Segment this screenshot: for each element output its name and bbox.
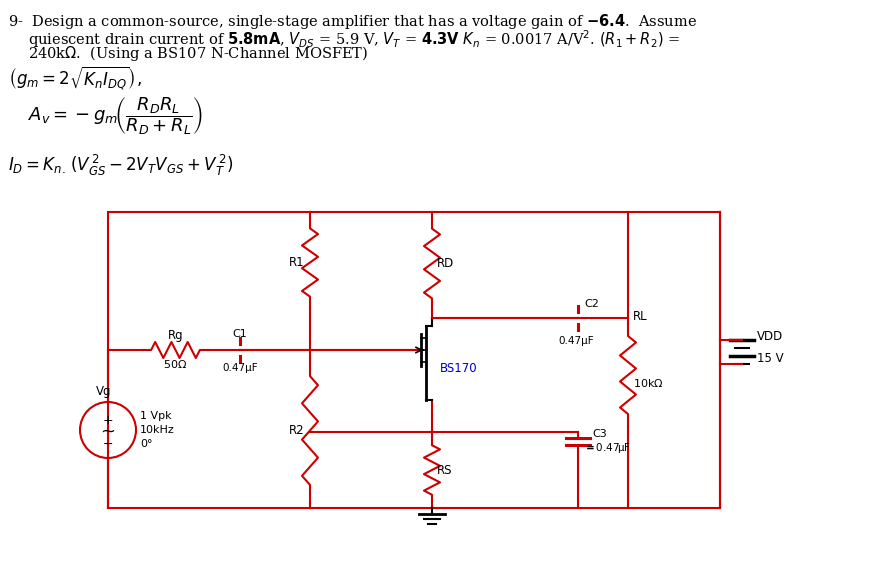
Text: 10kHz: 10kHz	[140, 425, 175, 435]
Text: 10k$\Omega$: 10k$\Omega$	[633, 377, 663, 389]
Text: ~: ~	[101, 423, 115, 441]
Text: 0°: 0°	[140, 439, 152, 449]
Text: 50$\Omega$: 50$\Omega$	[163, 358, 188, 370]
Text: +: +	[102, 413, 114, 426]
Text: 240k$\Omega$.  (Using a BS107 N-Channel MOSFET): 240k$\Omega$. (Using a BS107 N-Channel M…	[28, 44, 368, 63]
Text: Vg: Vg	[96, 385, 112, 398]
Text: VDD: VDD	[757, 329, 783, 342]
Text: 15 V: 15 V	[757, 352, 784, 364]
Text: 9-  Design a common-source, single-stage amplifier that has a voltage gain of $\: 9- Design a common-source, single-stage …	[8, 12, 697, 31]
Text: R1: R1	[289, 256, 305, 269]
Text: 0.47µF: 0.47µF	[222, 363, 258, 373]
Text: C3: C3	[592, 429, 607, 439]
Text: $I_D = K_{n.}\,(V_{GS}^{\,2} - 2V_T V_{GS} + V_T^{\,2})$: $I_D = K_{n.}\,(V_{GS}^{\,2} - 2V_T V_{G…	[8, 153, 233, 178]
Text: RD: RD	[437, 257, 454, 270]
Text: RS: RS	[437, 464, 453, 477]
Text: 0.47µF: 0.47µF	[558, 336, 593, 346]
Text: $\left(g_m = 2\sqrt{K_n I_{DQ}}\right),$: $\left(g_m = 2\sqrt{K_n I_{DQ}}\right),$	[8, 65, 142, 93]
Text: C2: C2	[584, 299, 599, 309]
Text: RL: RL	[633, 310, 648, 322]
Text: R2: R2	[289, 424, 305, 437]
Text: $A_v = -g_m\!\left(\dfrac{R_D R_L}{R_D + R_L}\right)$: $A_v = -g_m\!\left(\dfrac{R_D R_L}{R_D +…	[28, 95, 204, 137]
Text: Rg: Rg	[168, 329, 184, 342]
Text: BS170: BS170	[440, 361, 477, 374]
Text: 1 Vpk: 1 Vpk	[140, 411, 171, 421]
Text: C1: C1	[232, 329, 247, 339]
Text: −: −	[103, 437, 114, 450]
Text: quiescent drain current of $\mathbf{5.8mA}$, $V_{DS}$ = 5.9 V, $V_T$ = $\mathbf{: quiescent drain current of $\mathbf{5.8m…	[28, 28, 680, 50]
Text: $\mathbf{=}$0.47µF: $\mathbf{=}$0.47µF	[583, 441, 631, 455]
